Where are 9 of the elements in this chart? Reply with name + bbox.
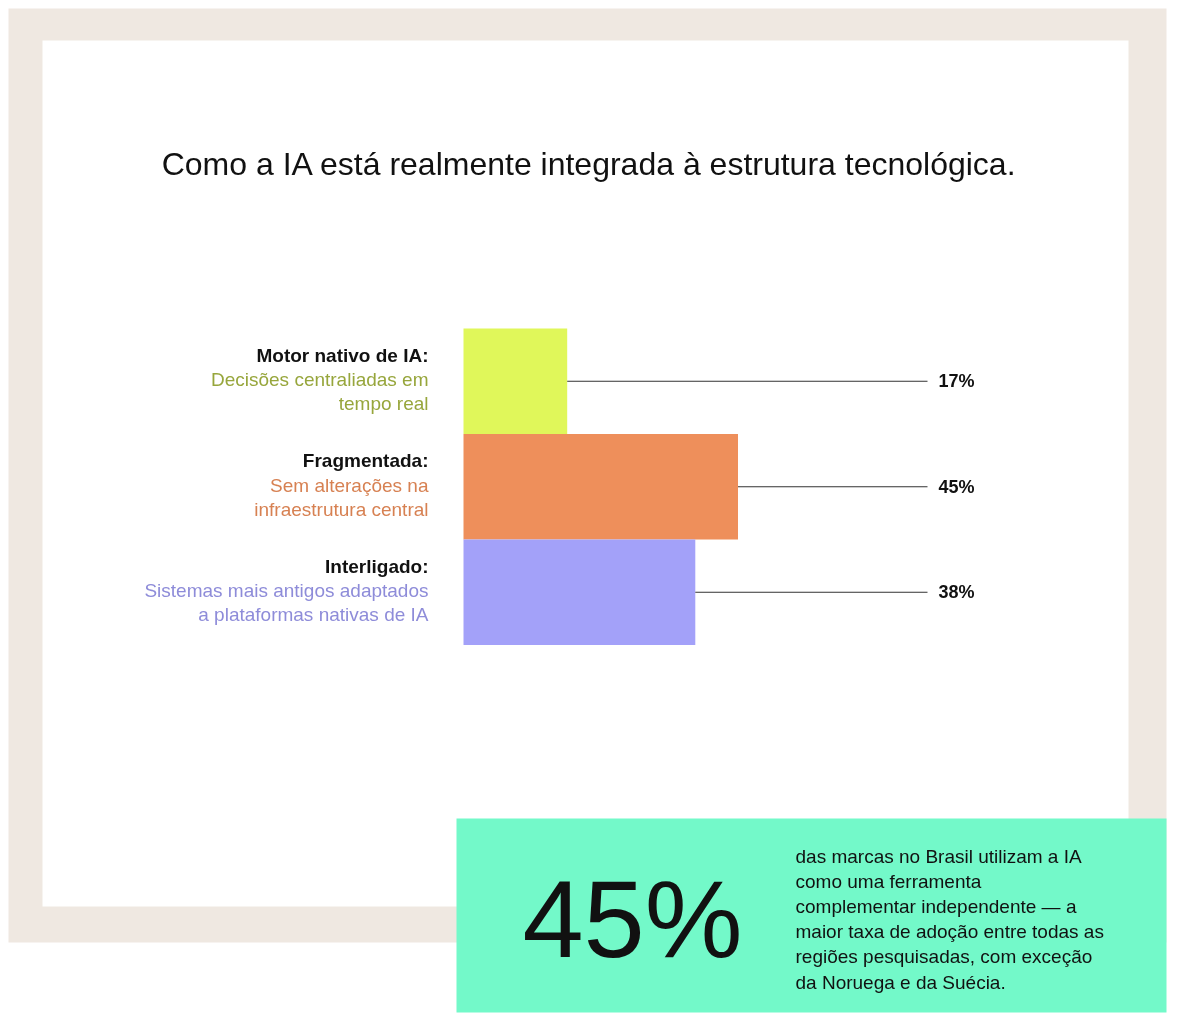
chart-title: Como a IA está realmente integrada à estrutura tecnológica. <box>161 145 1016 182</box>
y-tick-label: Interligado: Sistemas mais antigos adaptados a plataformas nativas de IA <box>144 555 429 626</box>
data-label: 17% <box>938 371 975 392</box>
text: das marcas no Brasil utilizam a IA como uma ferramenta complementar independente — a maior taxa de adoção entre todas as regiões pesquisadas, com exceção da Noruega e da Suécia. <box>795 845 1104 993</box>
y-tick-label: Motor nativo de IA: Decisões centraliadas em tempo real <box>210 344 429 415</box>
data-label: 38% <box>938 582 975 603</box>
text: 45% <box>522 857 743 980</box>
data-label: 45% <box>938 476 975 497</box>
y-tick-label: Fragmentada: Sem alterações na infraestrutura central <box>254 450 429 520</box>
